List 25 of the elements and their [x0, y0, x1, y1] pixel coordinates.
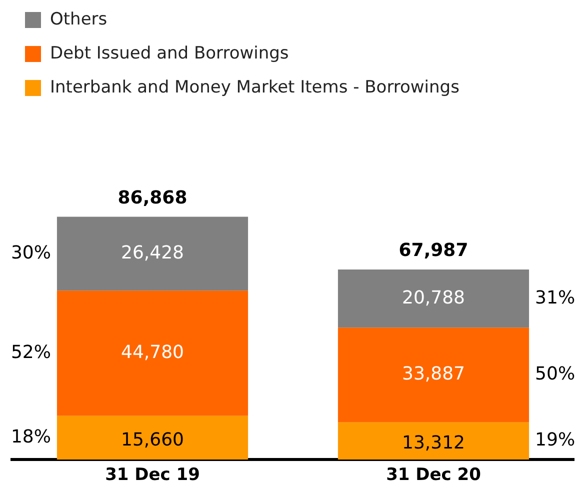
legend-label: Debt Issued and Borrowings — [50, 43, 289, 64]
annotation: 50% — [535, 364, 576, 385]
annotation: 52% — [10, 342, 51, 363]
total-label: 67,987 — [398, 240, 468, 262]
total-label: 86,868 — [118, 187, 188, 208]
bar — [56, 216, 248, 291]
annotation: 18% — [10, 426, 51, 448]
x-tick-label: 31 Dec 20 — [386, 465, 482, 486]
bar — [56, 416, 248, 460]
annotation: 19% — [535, 430, 576, 451]
x-tick-label: 31 Dec 19 — [105, 465, 200, 486]
bar — [338, 422, 530, 460]
bar — [338, 270, 530, 328]
data-label: 15,660 — [121, 429, 184, 450]
legend-label: Others — [50, 9, 108, 30]
data-label: 33,887 — [402, 364, 465, 385]
data-label: 26,428 — [121, 242, 184, 264]
bar — [56, 290, 248, 416]
legend-label: Interbank and Money Market Items - Borrowings — [50, 77, 460, 98]
data-label: 44,780 — [121, 342, 184, 363]
annotation: 30% — [10, 242, 51, 264]
data-label: 13,312 — [402, 432, 465, 454]
bar — [338, 328, 530, 422]
data-label: 20,788 — [402, 287, 465, 308]
annotation: 31% — [535, 287, 576, 308]
